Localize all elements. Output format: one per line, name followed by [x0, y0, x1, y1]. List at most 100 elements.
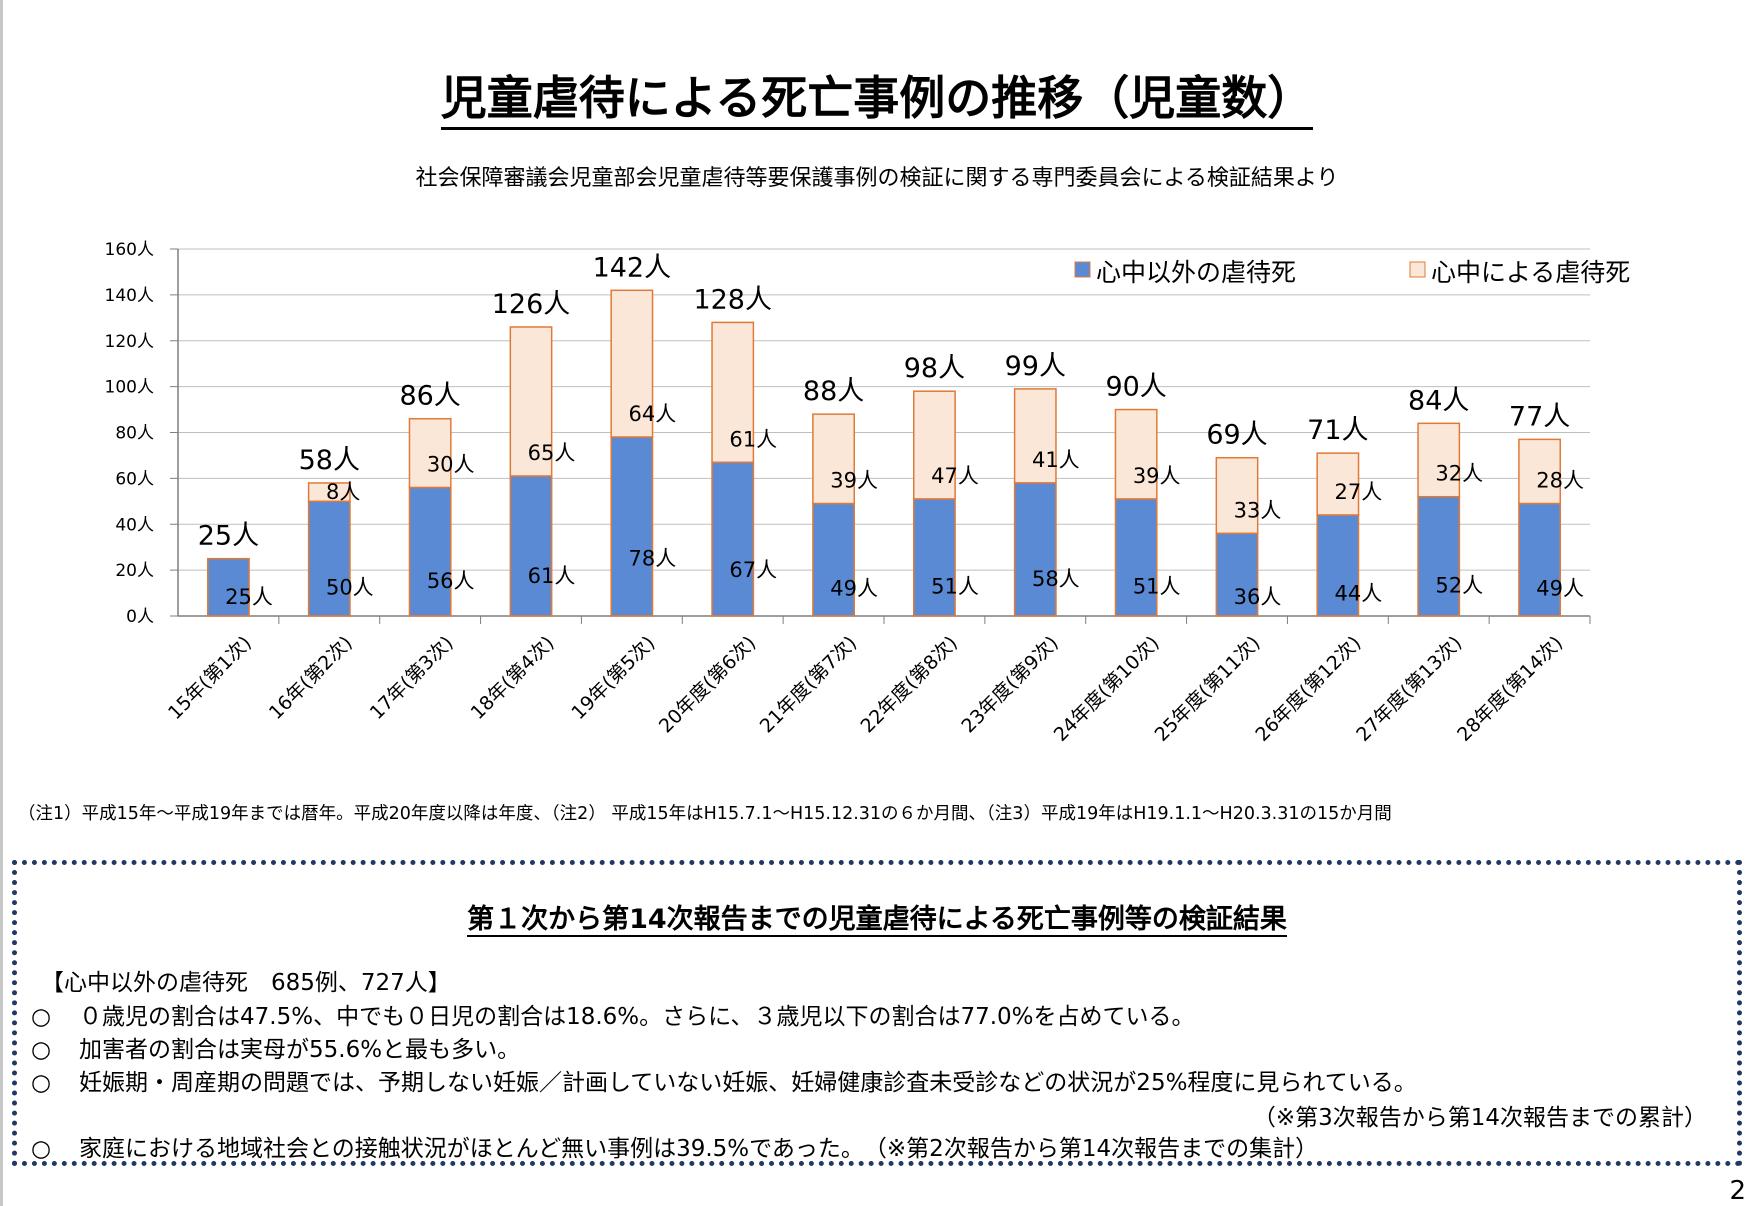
- bar-segment-hishinju: [509, 475, 553, 617]
- page-number: 2: [1729, 1176, 1746, 1206]
- y-tick-label: 100人: [105, 378, 154, 398]
- data-label-total: 90人: [1105, 372, 1166, 403]
- data-label-hishinju: 61人: [528, 564, 576, 588]
- data-label-hishinju: 52人: [1435, 573, 1483, 597]
- x-tick-label: 15年(第1次): [164, 632, 256, 724]
- data-label-total: 69人: [1206, 420, 1267, 451]
- y-tick-label: 80人: [115, 424, 154, 444]
- bar-segment-shinju: [1114, 408, 1158, 500]
- data-label-hishinju: 67人: [729, 558, 777, 582]
- data-label-hishinju: 56人: [427, 569, 475, 593]
- page-left-rule: [0, 0, 3, 1206]
- data-label-total: 86人: [399, 381, 460, 412]
- data-label-shinju: 28人: [1536, 469, 1584, 493]
- bar-segment-hishinju: [1518, 502, 1561, 617]
- x-tick-label: 19年(第5次): [567, 632, 659, 724]
- data-label-hishinju: 50人: [326, 575, 374, 599]
- finding-item: ○ 加害者の割合は実母が55.6%と最も多い。: [31, 1037, 521, 1063]
- bar-segment-hishinju: [610, 436, 654, 617]
- data-label-total: 142人: [593, 252, 672, 283]
- chart-data-labels: 25人 25人 50人 8人 58人 56人 30人 86人 61人 65人 126人 78人 64人 1…: [198, 252, 1584, 609]
- bar-segment-hishinju: [1215, 532, 1259, 617]
- data-label-shinju: 39人: [830, 469, 878, 493]
- x-tick-label: 18年(第4次): [467, 632, 559, 724]
- data-label-total: 128人: [693, 284, 772, 315]
- bar-segment-hishinju: [1316, 514, 1360, 617]
- findings-heading: 【心中以外の虐待死 685例、727人】: [41, 970, 451, 996]
- y-tick-label: 20人: [115, 561, 154, 581]
- footnotes: （注1）平成15年～平成19年までは暦年。平成20年度以降は年度、（注2） 平成…: [18, 804, 1392, 824]
- x-tick-label: 22年度(第8次): [857, 632, 962, 737]
- data-label-total: 71人: [1307, 415, 1368, 446]
- x-tick-label: 21年度(第7次): [756, 632, 861, 737]
- bar-segment-shinju: [1215, 456, 1259, 535]
- bar-segment-hishinju: [1417, 495, 1461, 617]
- bullet-circle-icon: ○: [31, 1136, 52, 1162]
- y-tick-label: 60人: [115, 469, 154, 489]
- legend-label: 心中による虐待死: [1431, 258, 1630, 287]
- data-label-total: 126人: [492, 289, 571, 320]
- x-tick-label: 26年度(第12次): [1251, 632, 1365, 746]
- y-tick-label: 140人: [105, 286, 154, 306]
- y-tick-label: 40人: [115, 515, 154, 535]
- data-label-hishinju: 51人: [1133, 574, 1181, 598]
- data-label-shinju: 65人: [528, 441, 576, 465]
- data-label-shinju: 33人: [1234, 498, 1282, 522]
- x-axis-ticks: 15年(第1次) 16年(第2次) 17年(第3次) 18年(第4次) 19年(第5次)…: [164, 632, 1567, 746]
- bar-segment-hishinju: [207, 557, 250, 617]
- stacked-bar-chart: 0人 20人 40人 60人 80人 100人 120人 140人 160人 25人 25人 50人…: [105, 240, 1631, 746]
- y-tick-label: 0人: [126, 607, 154, 627]
- bar-segment-shinju: [913, 390, 956, 500]
- x-tick-label: 27年度(第13次): [1352, 632, 1466, 746]
- bullet-circle-icon: ○: [31, 1037, 52, 1063]
- x-tick-label: 23年度(第9次): [957, 632, 1062, 737]
- bar-segment-shinju: [610, 289, 654, 438]
- bullet-circle-icon: ○: [31, 1070, 52, 1096]
- legend-swatch: [1409, 261, 1426, 278]
- y-tick-label: 120人: [105, 332, 154, 352]
- data-label-hishinju: 44人: [1335, 582, 1383, 606]
- bar-segment-shinju: [1518, 438, 1561, 505]
- x-tick-label: 16年(第2次): [265, 632, 357, 724]
- bar-segment-hishinju: [408, 486, 452, 617]
- bar-segment-hishinju: [307, 500, 351, 617]
- data-label-shinju: 30人: [427, 453, 475, 477]
- bar-segment-shinju: [408, 417, 452, 489]
- bullet-circle-icon: ○: [31, 1004, 52, 1030]
- y-tick-label: 160人: [105, 240, 154, 260]
- data-label-total: 58人: [299, 445, 360, 476]
- bar-segment-shinju: [1417, 422, 1461, 498]
- data-label-hishinju: 49人: [1536, 576, 1584, 600]
- chart-legend: 心中以外の虐待死 心中による虐待死: [1074, 258, 1630, 287]
- legend-label: 心中以外の虐待死: [1096, 258, 1296, 287]
- data-label-total: 88人: [803, 376, 864, 407]
- data-label-shinju: 32人: [1435, 462, 1483, 486]
- x-tick-label: 24年度(第10次): [1050, 632, 1164, 746]
- data-label-shinju: 64人: [629, 402, 677, 426]
- chart-bars: [207, 289, 1561, 617]
- bar-segment-shinju: [1013, 388, 1057, 484]
- data-label-hishinju: 51人: [931, 574, 979, 598]
- y-axis-ticks: 0人 20人 40人 60人 80人 100人 120人 140人 160人: [105, 240, 154, 627]
- data-label-shinju: 8人: [326, 480, 360, 504]
- data-label-hishinju: 78人: [629, 546, 677, 570]
- data-label-total: 77人: [1509, 401, 1570, 432]
- x-tick-label: 20年度(第6次): [655, 632, 760, 737]
- x-tick-label: 25年度(第11次): [1151, 632, 1265, 746]
- data-label-shinju: 39人: [1133, 464, 1181, 488]
- data-label-total: 25人: [198, 521, 259, 552]
- finding-item: ○ 妊娠期・周産期の問題では、予期しない妊娠／計画していない妊娠、妊婦健康診査未受…: [31, 1070, 1417, 1096]
- findings-note: （※第3次報告から第14次報告までの累計）: [1252, 1105, 1707, 1131]
- bar-segment-hishinju: [1114, 498, 1158, 617]
- bar-segment-hishinju: [1013, 482, 1057, 617]
- data-label-shinju: 41人: [1032, 448, 1080, 472]
- source-note: 社会保障審議会児童部会児童虐待等要保護事例の検証に関する専門委員会による検証結果…: [415, 166, 1339, 191]
- data-label-hishinju: 49人: [830, 576, 878, 600]
- data-label-total: 84人: [1408, 385, 1469, 416]
- data-label-hishinju: 36人: [1234, 585, 1282, 609]
- finding-item: ○ 家庭における地域社会との接触状況がほとんど無い事例は39.5%であった。 （※…: [31, 1136, 1319, 1162]
- findings-title: 第１次から第14次報告までの児童虐待による死亡事例等の検証結果: [467, 904, 1287, 937]
- x-tick-label: 17年(第3次): [366, 632, 458, 724]
- bar-segment-hishinju: [812, 502, 855, 617]
- data-label-hishinju: 25人: [225, 585, 273, 609]
